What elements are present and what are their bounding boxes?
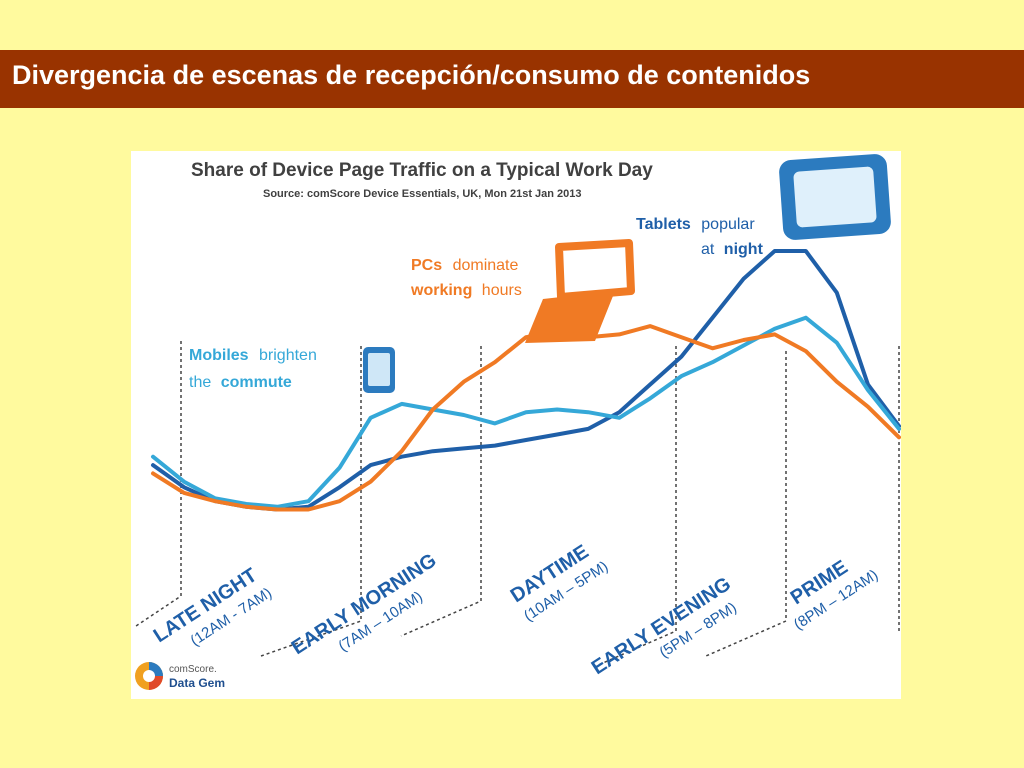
annotation-tablets-normal2: at [701, 241, 715, 258]
annotation-pcs-bold: PCs [411, 257, 442, 274]
separator-daytime [400, 346, 482, 637]
tablet-icon [779, 154, 891, 240]
annotation-pcs-bold2: working [410, 282, 472, 299]
annotation-pcs-normal: dominate [453, 257, 519, 274]
period-daytime: DAYTIME (10AM – 5PM) [507, 541, 612, 625]
annotation-pcs-line2: working hours [410, 282, 522, 299]
period-prime: PRIME (8PM – 12AM) [787, 556, 881, 633]
annotation-mobiles-normal: brighten [259, 347, 317, 364]
chart-panel: Share of Device Page Traffic on a Typica… [131, 151, 901, 699]
annotation-mobiles-line1: Mobiles brighten [189, 347, 317, 364]
logo-line2: Data Gem [169, 676, 225, 690]
annotation-tablets-line2: at night [701, 241, 764, 258]
annotation-mobiles-normal2: the [189, 374, 211, 391]
annotation-mobiles-line2: the commute [189, 374, 292, 391]
separator-prime [705, 351, 787, 657]
chart-source: Source: comScore Device Essentials, UK, … [263, 188, 582, 200]
series-line-1 [151, 315, 901, 509]
chart-svg: Share of Device Page Traffic on a Typica… [135, 154, 901, 690]
separator-early-evening [595, 346, 677, 667]
phone-icon [363, 347, 395, 393]
period-early-evening: EARLY EVENING (5PM – 8PM) [588, 573, 740, 679]
separator-late-night [135, 341, 182, 627]
series-line-2 [151, 324, 901, 512]
period-early-morning: EARLY MORNING (7AM – 10AM) [288, 549, 441, 659]
annotation-pcs-line1: PCs dominate [411, 257, 519, 274]
annotation-mobiles-bold: Mobiles [189, 347, 249, 364]
comscore-logo: comScore. Data Gem [135, 662, 225, 690]
annotation-mobiles-bold2: commute [221, 374, 292, 391]
separator-early-morning [260, 346, 362, 657]
annotation-tablets-normal: popular [701, 216, 755, 233]
annotation-tablets-line1: Tablets popular [636, 216, 755, 233]
period-separators [135, 341, 900, 667]
annotation-tablets-bold: Tablets [636, 216, 691, 233]
slide-title: Divergencia de escenas de recepción/cons… [12, 60, 811, 90]
slide-title-bar: Divergencia de escenas de recepción/cons… [0, 50, 1024, 108]
period-late-night: LATE NIGHT (12AM - 7AM) [150, 564, 275, 649]
series-layer [151, 249, 901, 512]
logo-line1: comScore. [169, 664, 217, 675]
annotation-tablets-bold2: night [724, 241, 764, 258]
laptop-icon [525, 239, 635, 343]
annotation-pcs-normal2: hours [482, 282, 522, 299]
chart-title: Share of Device Page Traffic on a Typica… [191, 160, 653, 181]
